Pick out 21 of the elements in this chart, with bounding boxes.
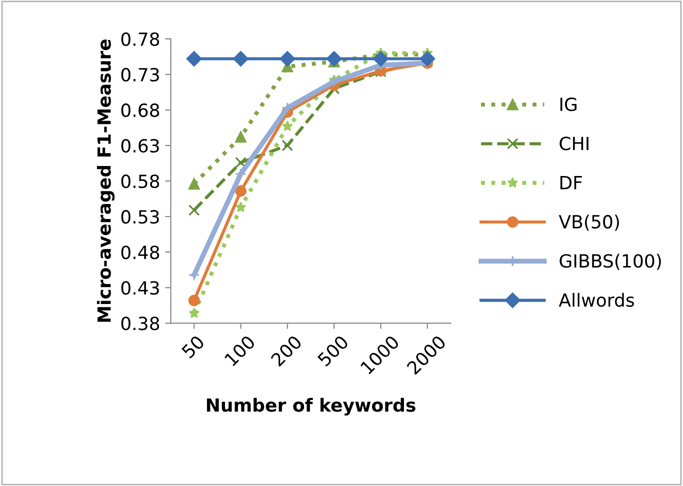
y-tick-label: 0.48 [121,246,160,260]
legend-label: VB(50) [558,214,619,231]
legend-label: GIBBS(100) [560,254,661,270]
y-axis-title: Micro-averaged F1-Measure [96,39,115,322]
y-tick-label: 0.73 [121,68,159,82]
x-tick-label: 200 [270,334,302,367]
legend-label: DF [560,176,582,190]
y-tick-label: 0.38 [121,316,160,330]
x-axis-title: Number of keywords [206,398,416,416]
y-tick-label: 0.53 [121,210,159,224]
x-tick-label: 50 [180,334,206,359]
legend-label: Allwords [558,292,634,307]
y-tick-label: 0.43 [121,281,159,295]
y-tick-label: 0.78 [121,32,160,46]
y-tick-label: 0.68 [121,103,160,118]
x-tick-label: 500 [316,334,350,367]
legend-label: CHI [560,136,588,150]
legend-label: IG [560,98,577,112]
y-tick-label: 0.58 [121,174,160,188]
x-tick-label: 100 [224,334,256,366]
y-tick-label: 0.63 [121,138,159,153]
